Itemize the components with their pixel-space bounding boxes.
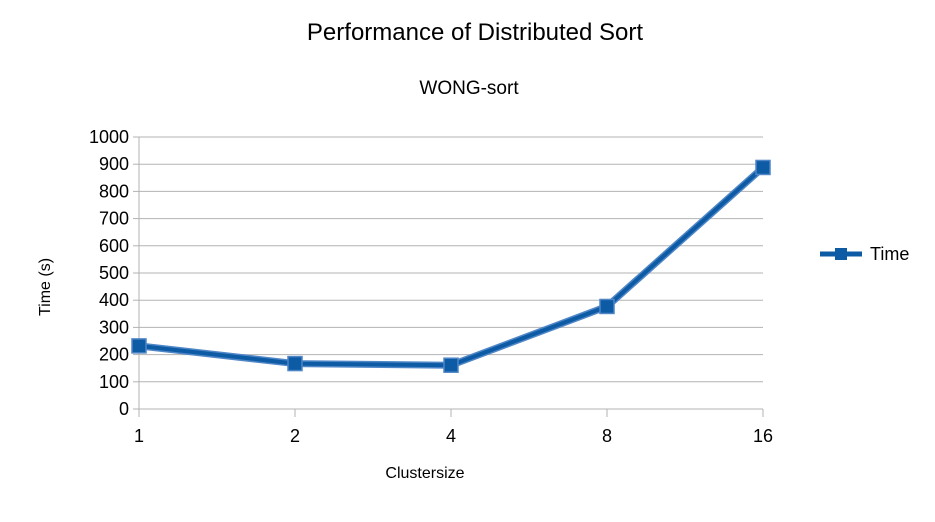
y-tick-label: 300: [99, 317, 129, 337]
y-tick-label: 700: [99, 209, 129, 229]
y-tick-label: 0: [119, 399, 129, 419]
y-tick-label: 900: [99, 154, 129, 174]
y-tick-label: 800: [99, 181, 129, 201]
y-tick-labels: 0 100 200 300 400 500 600 700 800 900 1000: [89, 127, 129, 419]
x-tick-label: 16: [753, 426, 773, 446]
y-axis-label: Time (s): [37, 258, 54, 316]
x-axis-label: Clustersize: [385, 465, 464, 482]
chart-title: Performance of Distributed Sort: [307, 19, 643, 46]
series-line-halo: [135, 163, 767, 369]
x-tick-labels: 1 2 4 8 16: [134, 426, 773, 446]
y-tick-label: 500: [99, 263, 129, 283]
x-tick-label: 4: [446, 426, 456, 446]
data-point-marker: [287, 355, 303, 372]
grid: [133, 136, 764, 417]
data-point-marker: [131, 338, 147, 354]
x-tick-label: 8: [602, 426, 612, 446]
data-point-marker: [755, 159, 771, 176]
legend-marker-time: [835, 248, 847, 260]
series-line-time: [137, 165, 765, 368]
y-tick-label: 1000: [89, 127, 129, 147]
y-tick-label: 200: [99, 345, 129, 365]
legend: Time: [820, 244, 909, 264]
x-tick-label: 2: [290, 426, 300, 446]
data-point-marker: [443, 357, 459, 373]
legend-label-time: Time: [870, 244, 909, 264]
chart-subtitle: WONG-sort: [419, 78, 519, 99]
data-point-marker: [599, 298, 615, 315]
series: [131, 159, 771, 373]
y-tick-label: 400: [99, 290, 129, 310]
y-tick-label: 600: [99, 236, 129, 256]
x-tick-label: 1: [134, 426, 144, 446]
y-tick-label: 100: [99, 372, 129, 392]
